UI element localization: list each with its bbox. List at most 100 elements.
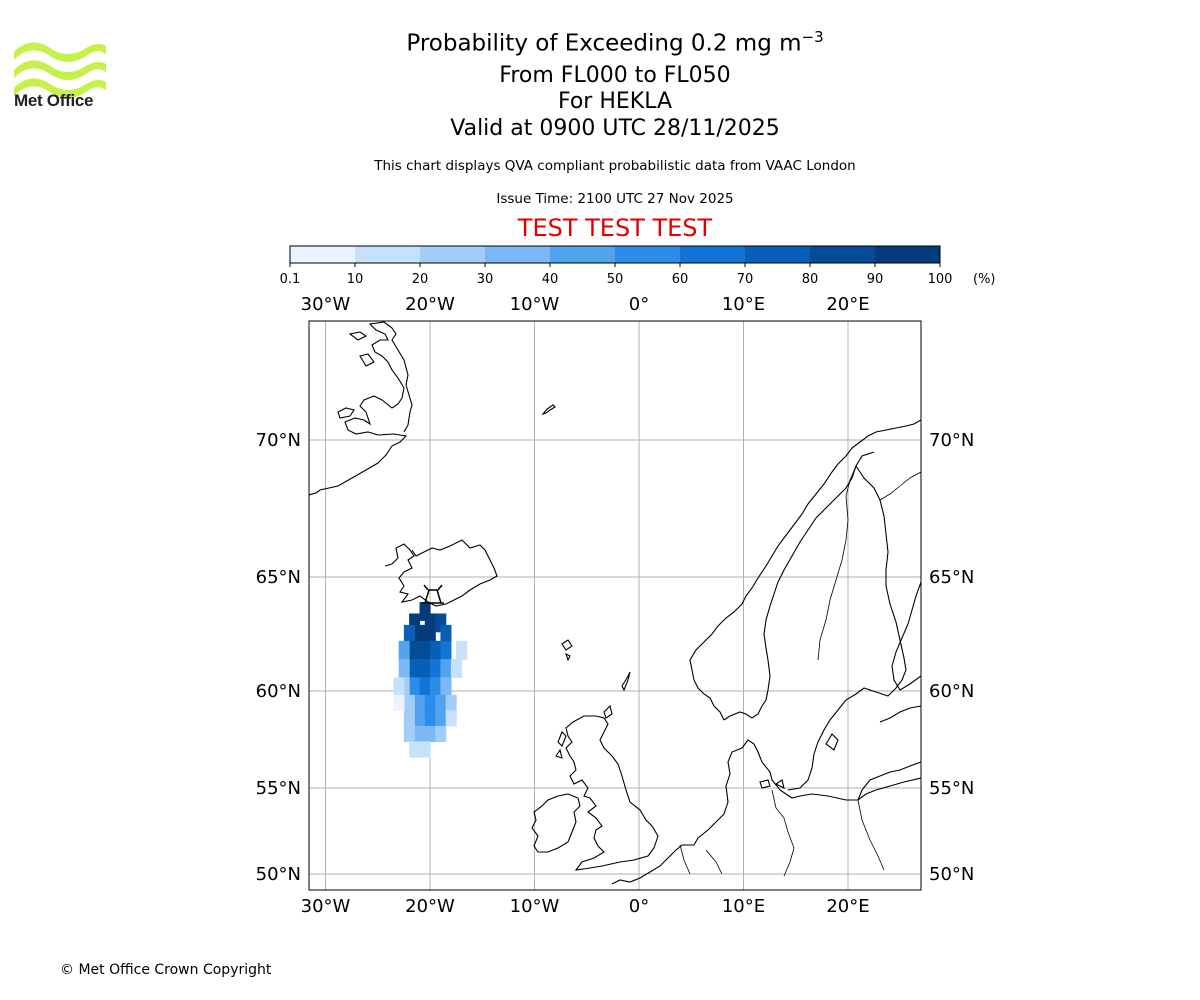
- longitude-label: 0°: [629, 896, 649, 917]
- axis-labels: 30°W 30°W 20°W 20°W 10°W 10°W 0° 0° 10°E 10°E 20°E…: [256, 294, 975, 917]
- ash-cell: [409, 613, 421, 633]
- ash-cell: [424, 710, 436, 727]
- estonia-coast: [879, 705, 921, 723]
- ash-cell: [393, 694, 405, 711]
- ash-cell: [398, 640, 410, 660]
- ash-cell: [435, 725, 447, 743]
- ash-cell: [424, 613, 436, 633]
- ash-cell: [450, 659, 462, 678]
- colorbar-segment: [810, 246, 876, 263]
- norway-coast: [689, 419, 921, 721]
- danish-islands: [759, 779, 785, 790]
- ash-cell: [424, 694, 436, 711]
- ash-cell: [414, 710, 426, 727]
- ash-cell: [393, 677, 405, 696]
- issue-time: Issue Time: 2100 UTC 27 Nov 2025: [496, 191, 734, 207]
- colorbar: [289, 245, 941, 264]
- ireland-coast: [531, 793, 581, 853]
- colorbar-tick-label: 30: [477, 272, 494, 287]
- colorbar-tick-label: 100: [928, 272, 953, 287]
- latitude-label: 65°N: [929, 567, 974, 588]
- test-banner: TEST TEST TEST: [517, 214, 713, 242]
- colorbar-segment: [550, 246, 616, 263]
- latitude-label: 70°N: [929, 430, 974, 451]
- longitude-label: 10°W: [510, 294, 560, 315]
- ash-cell: [419, 741, 431, 758]
- ash-cell: [440, 624, 452, 644]
- longitude-label: 20°E: [826, 896, 869, 917]
- ash-cell: [440, 677, 452, 696]
- met-office-logo-icon: [14, 42, 106, 98]
- colorbar-tick-label: 60: [672, 272, 689, 287]
- colorbar-segment: [615, 246, 681, 263]
- ash-cell: [435, 710, 447, 727]
- borders: [679, 465, 921, 877]
- jan-mayen: [541, 404, 556, 416]
- colorbar-tick-label: 50: [607, 272, 624, 287]
- ash-cell: [440, 659, 452, 678]
- ash-cell: [424, 725, 436, 743]
- greenland-fjord-2: [348, 331, 368, 341]
- valid-time: Valid at 0900 UTC 28/11/2025: [450, 116, 780, 141]
- colorbar-segment: [875, 246, 941, 263]
- colorbar-tick-label: 20: [412, 272, 429, 287]
- colorbar-segment: [680, 246, 746, 263]
- ash-cell: [409, 659, 421, 678]
- chart-title: Probability of Exceeding 0.2 mg m−3: [0, 28, 1200, 57]
- colorbar-segment: [355, 246, 421, 263]
- colorbar-tick-label: 0.1: [280, 272, 301, 287]
- latitude-label: 70°N: [256, 430, 301, 451]
- ash-cell: [445, 710, 457, 727]
- colorbar-labels: 0.1 10 20 30 40 50 60 70 80 90 100: [280, 263, 953, 287]
- colorbar-tick-label: 70: [737, 272, 754, 287]
- colorbar-segment: [420, 246, 486, 263]
- greenland-coast: [309, 321, 413, 496]
- colorbar-segment: [290, 246, 356, 263]
- ash-cell: [409, 640, 421, 660]
- logo-text: Met Office: [14, 91, 94, 110]
- latitude-label: 65°N: [256, 567, 301, 588]
- chart-description: This chart displays QVA compliant probab…: [374, 158, 856, 174]
- latitude-label: 50°N: [929, 864, 974, 885]
- greenland-fjord-3: [359, 353, 375, 367]
- latitude-label: 50°N: [256, 864, 301, 885]
- ash-cell: [414, 694, 426, 711]
- longitude-label: 20°E: [826, 294, 869, 315]
- ash-cell: [430, 677, 442, 696]
- ash-cell: [435, 694, 447, 711]
- ash-cell: [419, 640, 431, 660]
- colorbar-tick-label: 40: [542, 272, 559, 287]
- longitude-label: 20°W: [405, 896, 455, 917]
- latitude-label: 55°N: [256, 778, 301, 799]
- longitude-label: 10°W: [510, 896, 560, 917]
- ash-cell: [445, 694, 457, 711]
- gridlines: [309, 321, 921, 890]
- ash-cell: [398, 659, 410, 678]
- iceland-coast: [384, 539, 498, 607]
- ash-cell: [419, 602, 431, 621]
- colorbar-tick-label: 90: [867, 272, 884, 287]
- great-britain-coast: [565, 715, 659, 871]
- title-prefix: Probability of Exceeding 0.2 mg m: [406, 30, 802, 57]
- longitude-label: 30°W: [301, 896, 351, 917]
- longitude-label: 10°E: [722, 896, 765, 917]
- ash-cell: [409, 741, 421, 758]
- finland-coast: [891, 581, 921, 691]
- colorbar-unit: (%): [973, 272, 996, 287]
- longitude-label: 30°W: [301, 294, 351, 315]
- ash-cell: [440, 640, 452, 660]
- gotland: [825, 733, 839, 751]
- ash-cell: [435, 613, 447, 633]
- colorbar-tick-label: 80: [802, 272, 819, 287]
- copyright: © Met Office Crown Copyright: [60, 962, 272, 978]
- map-area: [309, 321, 921, 890]
- longitude-label: 10°E: [722, 294, 765, 315]
- greenland-fjord: [337, 407, 355, 419]
- ash-cell: [456, 640, 468, 660]
- ash-cell: [403, 710, 415, 727]
- ash-probability-field: [393, 602, 468, 758]
- ash-cell: [424, 624, 436, 644]
- colorbar-segment: [745, 246, 811, 263]
- longitude-label: 20°W: [405, 294, 455, 315]
